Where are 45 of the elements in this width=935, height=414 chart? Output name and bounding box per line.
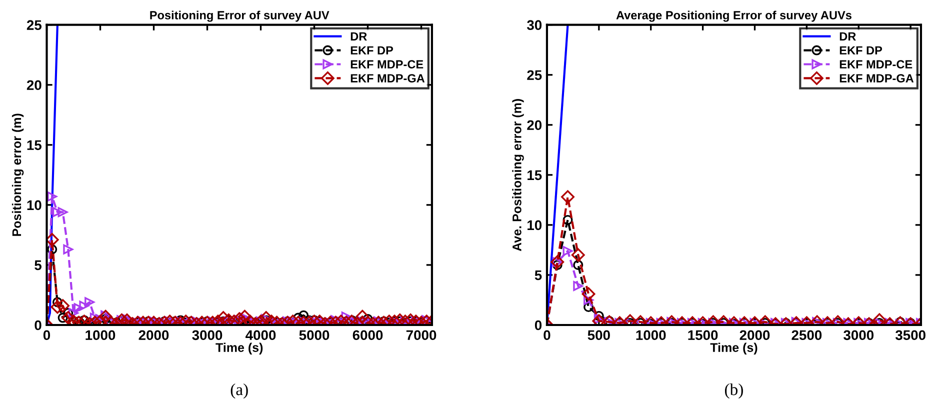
x-tick-label: 3500 [895, 330, 926, 340]
x-tick-label: 7000 [406, 330, 436, 340]
y-tick-label: 20 [527, 120, 542, 130]
y-tick-label: 30 [526, 20, 542, 30]
chart-title: Positioning Error of survey AUV [150, 10, 330, 22]
x-tick-label: 1500 [688, 330, 718, 340]
y-axis-title: Ave. Positioning error (m) [512, 99, 524, 252]
legend-label: DR [840, 32, 856, 40]
text: (a) [230, 383, 248, 399]
x-axis-title: Time (s) [216, 342, 263, 354]
legend-label: EKF DP [350, 46, 394, 54]
x-tick-label: 1000 [636, 330, 666, 340]
x-tick-label: 500 [588, 330, 610, 340]
x-tick-label: 5000 [299, 330, 330, 340]
x-tick-label: 3000 [192, 330, 222, 340]
y-tick-label: 10 [27, 200, 42, 210]
y-tick-label: 5 [534, 270, 542, 280]
y-tick-label: 5 [34, 260, 42, 270]
chart-title: Average Positioning Error of survey AUVs [616, 10, 852, 22]
y-tick-label: 15 [528, 170, 542, 180]
text: (b) [724, 383, 743, 399]
legend-label: DR [350, 32, 367, 40]
legend-label: EKF MDP-CE [840, 60, 912, 69]
x-tick-label: 2000 [740, 330, 770, 340]
y-tick-label: 0 [34, 320, 42, 330]
x-tick-label: 6000 [352, 330, 383, 340]
x-tick-label: 3000 [844, 330, 874, 340]
x-tick-label: 4000 [246, 330, 276, 340]
y-tick-label: 15 [27, 140, 42, 150]
x-tick-label: 0 [43, 330, 50, 340]
y-axis-title: Positioning error (m) [12, 114, 24, 236]
legend-label: EKF MDP-GA [350, 74, 425, 82]
x-axis-title: Time (s) [710, 342, 758, 354]
y-tick-label: 10 [528, 220, 542, 230]
y-tick-label: 25 [26, 20, 42, 30]
legend-label: EKF MDP-CE [350, 60, 424, 69]
x-tick-label: 0 [544, 330, 550, 340]
y-tick-label: 25 [527, 70, 542, 80]
y-tick-label: 20 [26, 80, 42, 90]
x-tick-label: 1000 [86, 330, 116, 340]
legend-label: EKF MDP-GA [840, 74, 914, 82]
y-tick-label: 0 [534, 320, 542, 330]
x-tick-label: 2000 [138, 330, 169, 340]
x-tick-label: 2500 [792, 330, 822, 340]
legend-label: EKF DP [840, 46, 882, 54]
